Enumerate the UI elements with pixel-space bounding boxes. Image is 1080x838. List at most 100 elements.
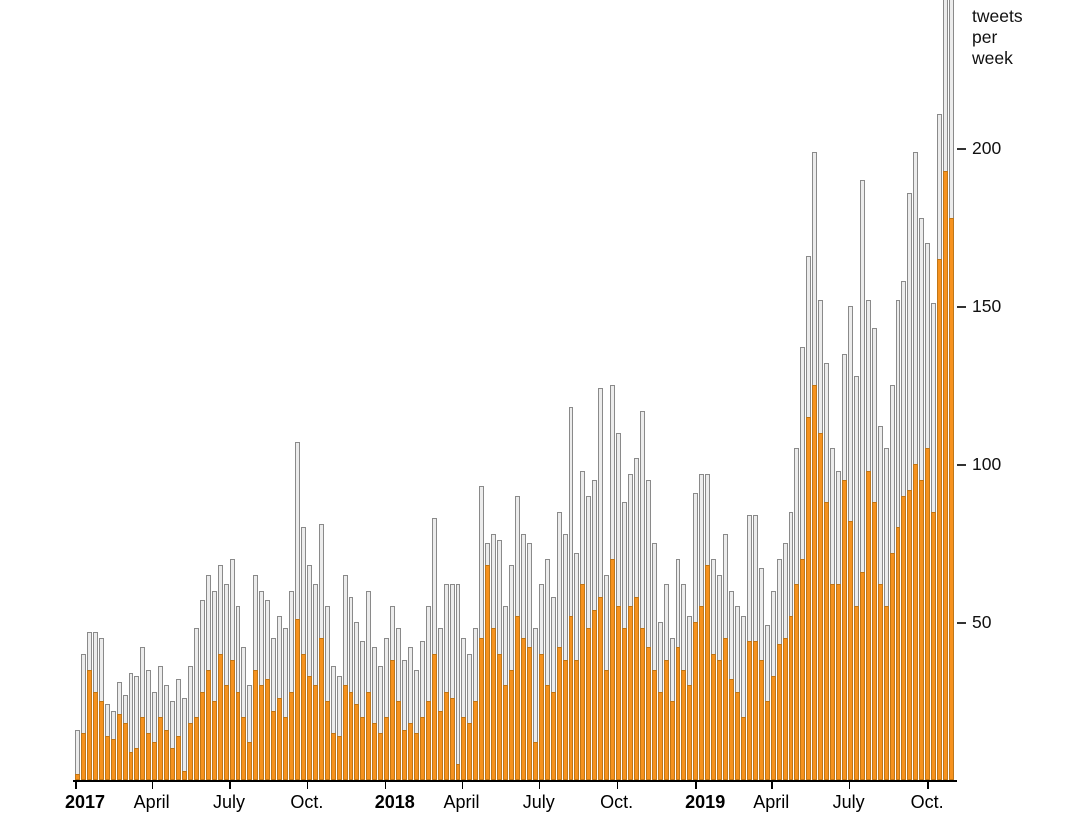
bar-highlight-segment <box>182 770 187 780</box>
bar-highlight-segment <box>271 710 277 780</box>
y-tick-mark <box>957 148 966 151</box>
bar-highlight-segment <box>937 258 943 780</box>
bar-highlight-segment <box>776 644 782 780</box>
x-tick-mark <box>848 782 851 789</box>
bar-highlight-segment <box>651 669 657 780</box>
bar-highlight-segment <box>735 691 740 780</box>
bar <box>681 584 687 780</box>
y-tick-label: 100 <box>972 454 1002 475</box>
bar-highlight-segment <box>366 691 372 780</box>
bar <box>235 606 241 780</box>
bar-highlight-segment <box>211 701 217 780</box>
bar-highlight-segment <box>437 710 443 780</box>
bar-highlight-segment <box>681 669 687 780</box>
bar <box>223 584 229 780</box>
bar-highlight-segment <box>943 170 949 780</box>
bar-highlight-segment <box>80 732 86 780</box>
bar-highlight-segment <box>265 678 271 780</box>
bar-highlight-segment <box>384 716 390 780</box>
x-tick-mark <box>538 782 541 789</box>
bar <box>503 606 509 780</box>
bar <box>449 584 455 780</box>
bar <box>110 710 116 780</box>
bar <box>342 574 348 780</box>
bar <box>348 596 354 780</box>
bar-highlight-segment <box>794 584 800 780</box>
bar <box>104 704 110 780</box>
x-tick-label: Oct. <box>910 792 944 812</box>
x-tick-mark <box>616 782 619 789</box>
bar <box>842 353 847 780</box>
bar-highlight-segment <box>473 701 479 780</box>
bar <box>592 480 598 780</box>
bar-highlight-segment <box>86 669 92 780</box>
bar-highlight-segment <box>622 628 627 780</box>
bar <box>752 514 758 780</box>
bar-highlight-segment <box>746 641 752 780</box>
bar-highlight-segment <box>538 653 544 780</box>
bar-highlight-segment <box>277 697 283 780</box>
bar <box>699 473 705 780</box>
bar-highlight-segment <box>824 502 830 780</box>
x-tick-label: 2019 <box>685 792 726 812</box>
x-axis-line <box>73 780 957 782</box>
bar-highlight-segment <box>259 685 265 780</box>
bar-highlight-segment <box>764 701 770 780</box>
bar-highlight-segment <box>449 697 455 780</box>
bar <box>859 180 865 780</box>
bar-highlight-segment <box>544 685 550 780</box>
bar <box>788 511 794 780</box>
bar <box>295 442 300 780</box>
bar-highlight-segment <box>229 660 235 780</box>
bar-highlight-segment <box>419 716 425 780</box>
bar-highlight-segment <box>164 729 170 780</box>
bar-highlight-segment <box>455 764 461 780</box>
bar-highlight-segment <box>758 660 764 780</box>
bar-highlight-segment <box>104 735 110 780</box>
bar-highlight-segment <box>574 660 580 780</box>
y-tick-mark <box>957 306 966 309</box>
bar-highlight-segment <box>116 713 122 780</box>
x-tick-mark <box>695 782 697 789</box>
y-tick-mark <box>957 464 966 467</box>
bar-highlight-segment <box>842 480 847 780</box>
bar <box>943 0 949 780</box>
bar-highlight-segment <box>788 615 794 780</box>
bar <box>764 625 770 780</box>
bar-highlight-segment <box>509 669 514 780</box>
bar <box>669 637 675 780</box>
bar-highlight-segment <box>806 416 812 780</box>
bar-highlight-segment <box>378 732 384 780</box>
bar-highlight-segment <box>461 716 467 780</box>
bar <box>431 517 437 780</box>
bar <box>717 574 723 780</box>
bar-highlight-segment <box>931 511 937 780</box>
bar <box>633 457 639 780</box>
bar <box>407 647 413 780</box>
bar <box>663 584 669 780</box>
bar <box>515 495 520 780</box>
bar <box>318 524 324 780</box>
bar-highlight-segment <box>146 732 152 780</box>
bar-highlight-segment <box>586 628 592 780</box>
x-tick-mark <box>151 782 154 789</box>
x-tick-mark <box>75 782 77 789</box>
bar-highlight-segment <box>913 464 919 780</box>
bar <box>152 691 158 780</box>
bar-highlight-segment <box>348 691 354 780</box>
bar-highlight-segment <box>330 732 336 780</box>
bar-highlight-segment <box>729 678 734 780</box>
bar-highlight-segment <box>782 637 788 780</box>
bar <box>776 558 782 780</box>
bar <box>711 558 717 780</box>
bar <box>746 514 752 780</box>
bar <box>723 533 729 780</box>
bar <box>176 678 182 780</box>
bar-highlight-segment <box>877 584 883 780</box>
bar <box>271 637 277 780</box>
bar <box>366 590 372 780</box>
bar-highlight-segment <box>158 716 164 780</box>
bar <box>187 666 193 780</box>
bar-highlight-segment <box>800 558 806 780</box>
bar <box>140 647 146 780</box>
